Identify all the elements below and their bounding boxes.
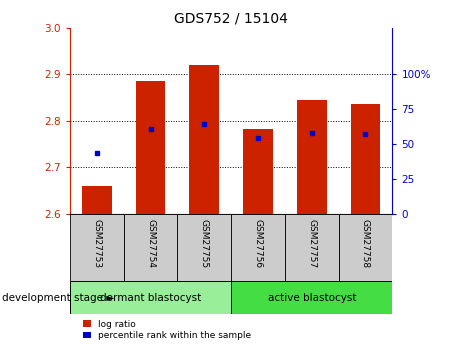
Text: GSM27754: GSM27754 [146,219,155,268]
Bar [339,214,392,281]
Bar [189,65,219,214]
Bar [177,214,231,281]
Bar [285,214,339,281]
Text: GSM27757: GSM27757 [307,219,316,268]
Bar [70,214,124,281]
Text: GSM27758: GSM27758 [361,219,370,268]
Text: dormant blastocyst: dormant blastocyst [100,293,201,303]
Bar [136,81,166,214]
Bar [70,281,231,314]
Bar [231,214,285,281]
Text: development stage ►: development stage ► [2,293,115,303]
Text: GSM27756: GSM27756 [253,219,262,268]
Title: GDS752 / 15104: GDS752 / 15104 [174,11,288,25]
Bar [231,281,392,314]
Bar [351,104,380,214]
Bar [243,129,273,214]
Text: active blastocyst: active blastocyst [267,293,356,303]
Text: GSM27753: GSM27753 [92,219,101,268]
Bar [124,214,177,281]
Legend: log ratio, percentile rank within the sample: log ratio, percentile rank within the sa… [83,320,251,341]
Bar [297,100,327,214]
Bar [82,186,111,214]
Text: GSM27755: GSM27755 [200,219,209,268]
